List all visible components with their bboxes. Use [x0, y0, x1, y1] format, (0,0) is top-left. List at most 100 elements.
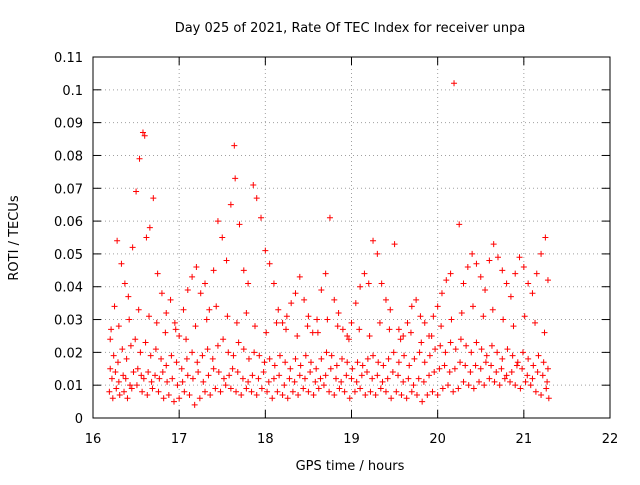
data-point	[411, 355, 418, 362]
data-point	[405, 375, 412, 382]
data-point	[482, 359, 489, 366]
data-point	[113, 385, 120, 392]
data-point	[183, 336, 190, 343]
data-point	[375, 359, 382, 366]
data-point	[245, 280, 252, 287]
data-point	[312, 378, 319, 385]
data-point	[225, 349, 232, 356]
data-point	[494, 254, 501, 261]
data-point	[245, 355, 252, 362]
data-point	[255, 375, 262, 382]
grid-lines	[93, 57, 610, 418]
data-point	[529, 375, 536, 382]
data-point	[154, 270, 161, 277]
data-point	[112, 369, 119, 376]
data-point	[195, 369, 202, 376]
data-point	[283, 313, 290, 320]
data-point	[152, 346, 159, 353]
data-point	[205, 372, 212, 379]
data-point	[468, 349, 475, 356]
data-point	[452, 346, 459, 353]
data-point	[534, 369, 541, 376]
data-point	[522, 378, 529, 385]
data-point	[345, 336, 352, 343]
data-point	[346, 395, 353, 402]
data-point	[130, 369, 137, 376]
data-point	[192, 323, 199, 330]
data-point	[109, 395, 116, 402]
data-point	[545, 395, 552, 402]
data-point	[393, 388, 400, 395]
data-point	[499, 267, 506, 274]
data-point	[416, 349, 423, 356]
data-point	[324, 316, 331, 323]
data-point	[174, 382, 181, 389]
data-point	[125, 293, 132, 300]
data-point	[136, 155, 143, 162]
data-point	[281, 382, 288, 389]
data-point	[126, 316, 133, 323]
data-point	[343, 372, 350, 379]
data-point	[276, 352, 283, 359]
data-point	[210, 365, 217, 372]
data-point	[227, 385, 234, 392]
data-point	[448, 316, 455, 323]
data-point	[121, 280, 128, 287]
data-point	[380, 362, 387, 369]
data-point	[326, 388, 333, 395]
data-point	[390, 349, 397, 356]
data-point	[206, 306, 213, 313]
x-axis-label: GPS time / hours	[296, 459, 405, 474]
data-point	[119, 346, 126, 353]
data-point	[223, 257, 230, 264]
data-point	[217, 388, 224, 395]
data-point	[338, 378, 345, 385]
data-point	[318, 287, 325, 294]
data-point	[331, 296, 338, 303]
data-point	[419, 398, 426, 405]
data-point	[369, 375, 376, 382]
data-point	[253, 195, 260, 202]
data-point	[520, 264, 527, 271]
data-point	[378, 280, 385, 287]
data-point	[410, 382, 417, 389]
data-point	[314, 329, 321, 336]
data-point	[446, 369, 453, 376]
data-point	[326, 214, 333, 221]
data-point	[265, 378, 272, 385]
data-point	[232, 175, 239, 182]
data-point	[447, 270, 454, 277]
data-point	[524, 372, 531, 379]
data-point	[214, 342, 221, 349]
data-point	[464, 264, 471, 271]
data-point	[388, 395, 395, 402]
data-point	[189, 273, 196, 280]
data-point	[391, 241, 398, 248]
data-point	[397, 336, 404, 343]
data-point	[271, 362, 278, 369]
data-point	[210, 267, 217, 274]
data-point	[344, 332, 351, 339]
data-point	[408, 303, 415, 310]
data-point	[472, 362, 479, 369]
data-point	[473, 260, 480, 267]
data-point	[455, 385, 462, 392]
data-point	[510, 323, 517, 330]
data-point	[245, 378, 252, 385]
data-point	[544, 378, 551, 385]
data-point	[124, 395, 131, 402]
x-tick-label: 19	[343, 432, 360, 447]
data-point	[344, 359, 351, 366]
data-point	[213, 303, 220, 310]
data-point	[179, 378, 186, 385]
y-tick-label: 0.04	[54, 281, 83, 296]
data-point	[139, 388, 146, 395]
data-point	[386, 326, 393, 333]
data-point	[406, 362, 413, 369]
data-point	[138, 372, 145, 379]
data-point	[413, 392, 420, 399]
data-point	[287, 365, 294, 372]
data-point	[499, 355, 506, 362]
data-point	[418, 339, 425, 346]
